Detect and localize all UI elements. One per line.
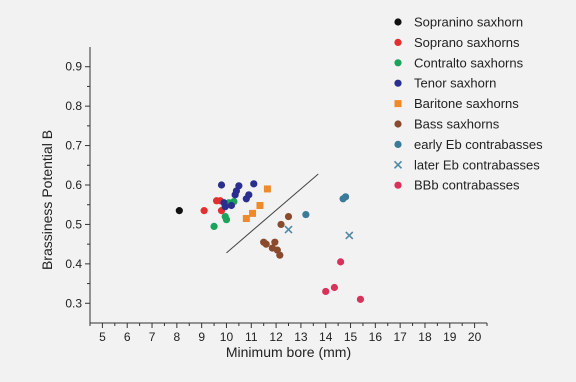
point-tenor-saxhorn: [217, 181, 226, 189]
legend-marker-later-eb-contrabasses-stroke: [393, 160, 403, 169]
x-tick-label: 9: [198, 330, 205, 344]
legend-item-baritone-saxhorns: Baritone saxhorns: [394, 96, 519, 111]
y-tick-label: 0.6: [65, 178, 82, 192]
x-tick-label: 5: [99, 330, 106, 344]
y-tick-label: 0.9: [65, 60, 82, 74]
point-baritone-saxhorns: [263, 185, 271, 193]
legend-label-tenor-saxhorn: Tenor saxhorn: [414, 76, 496, 91]
x-tick-label: 18: [418, 330, 432, 344]
legend-label-later-eb-contrabasses: later Eb contrabasses: [414, 157, 540, 172]
point-contralto-saxhorns: [210, 222, 218, 230]
point-early-eb-contrabasses: [341, 193, 350, 201]
legend-item-sopranino-saxhorn: Sopranino saxhorn: [394, 15, 523, 30]
y-tick-label: 0.3: [65, 296, 82, 310]
point-later-eb-contrabasses-stroke: [284, 225, 293, 234]
x-tick-label: 15: [344, 330, 358, 344]
legend-label-baritone-saxhorns: Baritone saxhorns: [414, 96, 519, 111]
point-baritone-saxhorns: [256, 202, 264, 210]
x-tick-label: 19: [443, 330, 457, 344]
point-baritone-saxhorns: [249, 209, 257, 217]
legend-item-tenor-saxhorn: Tenor saxhorn: [394, 76, 496, 91]
legend-marker-contralto-saxhorns: [394, 59, 402, 67]
legend-marker-soprano-saxhorns: [394, 38, 402, 47]
legend-label-sopranino-saxhorn: Sopranino saxhorn: [414, 15, 523, 30]
point-tenor-saxhorn: [221, 203, 229, 211]
point-bass-saxhorns: [284, 212, 293, 221]
x-tick-label: 10: [220, 330, 234, 344]
x-axis-title: Minimum bore (mm): [226, 344, 351, 360]
point-bbb-contrabasses: [322, 287, 330, 296]
legend-marker-bass-saxhorns: [394, 120, 402, 128]
legend-item-bbb-contrabasses: BBb contrabasses: [394, 178, 520, 193]
y-tick-label: 0.7: [65, 139, 82, 153]
separator-line: [226, 173, 319, 254]
point-bass-saxhorns: [276, 251, 284, 259]
x-tick-label: 11: [245, 330, 258, 344]
point-contralto-saxhorns: [222, 216, 231, 224]
point-later-eb-contrabasses-stroke: [345, 231, 354, 240]
legend-item-later-eb-contrabasses: later Eb contrabasses: [393, 157, 540, 172]
x-tick-label: 7: [149, 330, 156, 344]
legend-item-contralto-saxhorns: Contralto saxhorns: [394, 55, 524, 70]
x-tick-label: 17: [393, 330, 407, 344]
point-later-eb-contrabasses: [345, 231, 354, 240]
legend-marker-baritone-saxhorns: [394, 100, 402, 108]
axes: 5 6 7 8 9 10 11 12 13 14 15 16 17 18 19 20 0.3 0.4 0.5 0.6 0…: [65, 47, 488, 344]
point-later-eb-contrabasses: [284, 225, 293, 234]
point-baritone-saxhorns: [242, 215, 250, 223]
legend: Sopranino saxhorn Soprano saxhorns Contral…: [393, 15, 543, 193]
y-tick-label: 0.5: [65, 217, 82, 231]
point-tenor-saxhorn: [245, 191, 253, 199]
legend-label-contralto-saxhorns: Contralto saxhorns: [414, 55, 524, 70]
point-bbb-contrabasses: [356, 295, 365, 303]
legend-marker-sopranino-saxhorn: [394, 18, 402, 26]
x-tick-label: 8: [174, 330, 181, 344]
legend-label-soprano-saxhorns: Soprano saxhorns: [414, 35, 520, 50]
x-tick-label: 12: [269, 330, 283, 344]
x-tick-label: 13: [294, 330, 308, 344]
point-bass-saxhorns: [277, 220, 285, 229]
x-tick-label: 6: [124, 330, 131, 344]
point-sopranino-saxhorn: [175, 207, 183, 215]
point-early-eb-contrabasses: [302, 210, 310, 219]
legend-item-early-eb-contrabasses: early Eb contrabasses: [394, 137, 543, 152]
point-tenor-saxhorn: [250, 180, 258, 188]
y-tick-label: 0.4: [65, 257, 82, 271]
legend-marker-early-eb-contrabasses: [394, 140, 402, 148]
point-bbb-contrabasses: [330, 283, 339, 292]
point-bbb-contrabasses: [337, 258, 345, 266]
legend-marker-tenor-saxhorn: [394, 79, 402, 87]
legend-item-bass-saxhorns: Bass saxhorns: [394, 117, 500, 132]
x-tick-label: 16: [369, 330, 383, 344]
data-marks: [175, 173, 365, 303]
point-bass-saxhorns: [271, 238, 279, 246]
legend-label-bbb-contrabasses: BBb contrabasses: [414, 178, 520, 193]
legend-item-soprano-saxhorns: Soprano saxhorns: [394, 35, 520, 50]
y-tick-label: 0.8: [65, 99, 82, 113]
legend-marker-later-eb-contrabasses: [393, 160, 403, 169]
point-tenor-saxhorn: [227, 201, 236, 210]
legend-label-bass-saxhorns: Bass saxhorns: [414, 117, 500, 132]
point-soprano-saxhorns: [200, 207, 208, 215]
legend-label-early-eb-contrabasses: early Eb contrabasses: [414, 137, 543, 152]
point-bass-saxhorns: [262, 240, 270, 248]
legend-marker-bbb-contrabasses: [394, 181, 402, 189]
point-tenor-saxhorn: [235, 182, 243, 190]
x-tick-label: 14: [319, 330, 333, 344]
x-tick-label: 20: [468, 330, 482, 344]
y-axis-title: Brassiness Potential B: [39, 130, 55, 270]
